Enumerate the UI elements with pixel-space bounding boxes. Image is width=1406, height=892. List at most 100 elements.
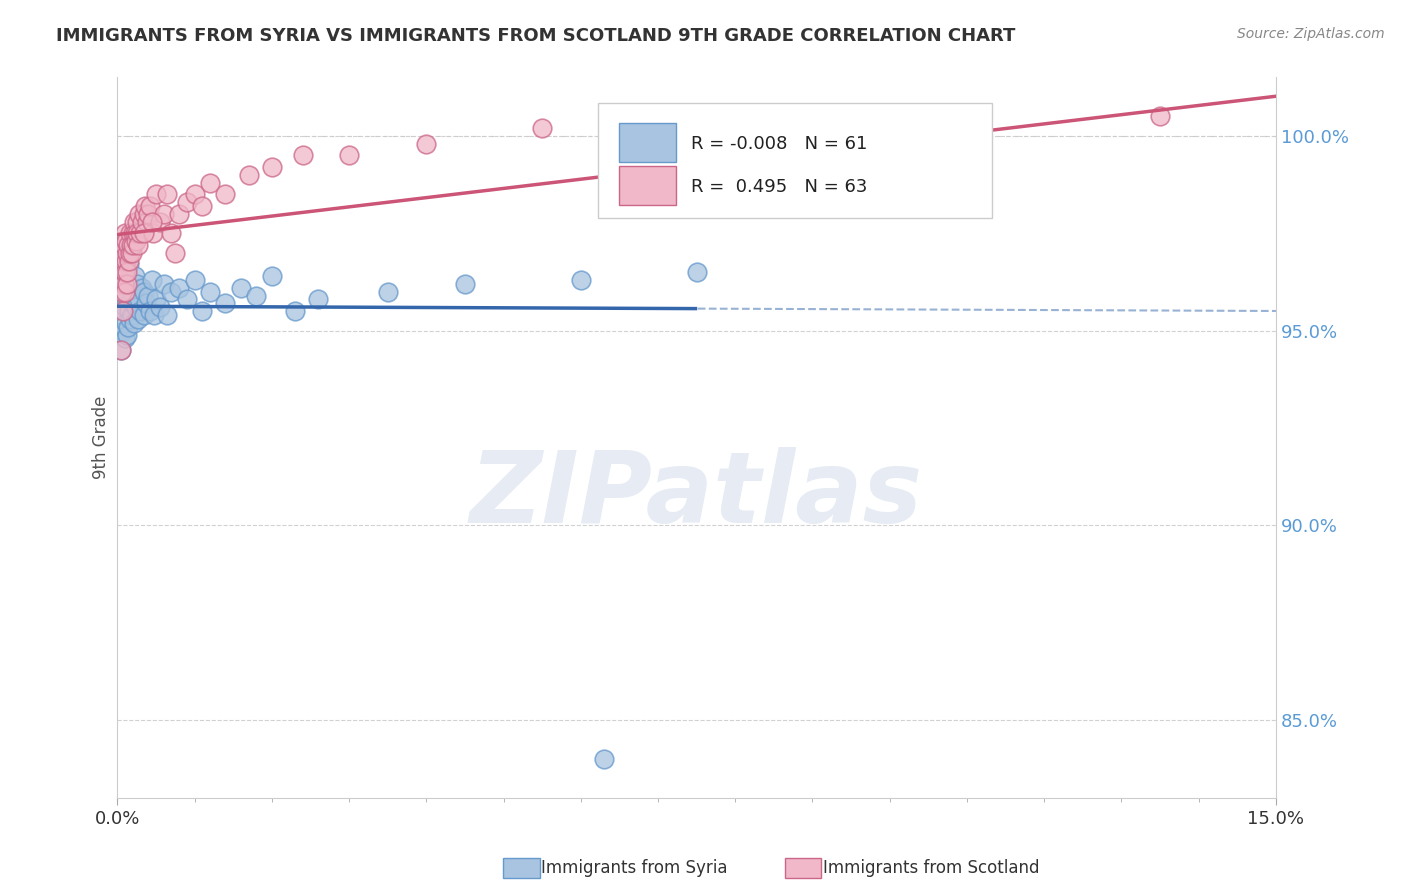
Point — [118, 253, 141, 268]
Point — [134, 199, 156, 213]
Point — [125, 234, 148, 248]
Point — [238, 168, 260, 182]
Point — [377, 285, 399, 299]
Point — [183, 273, 205, 287]
Point — [127, 238, 149, 252]
Point — [114, 253, 136, 268]
Point — [143, 308, 166, 322]
Point — [167, 207, 190, 221]
Point — [245, 288, 267, 302]
Point — [124, 269, 146, 284]
Point — [120, 227, 142, 241]
Point — [115, 293, 138, 307]
Text: R = -0.008   N = 61: R = -0.008 N = 61 — [690, 135, 868, 153]
Point — [176, 195, 198, 210]
Point — [114, 245, 136, 260]
Point — [165, 245, 187, 260]
Point — [110, 343, 132, 358]
Point — [112, 238, 135, 252]
Point — [111, 277, 134, 291]
FancyBboxPatch shape — [619, 123, 676, 161]
Point — [131, 214, 153, 228]
Point — [132, 308, 155, 322]
Point — [120, 238, 142, 252]
Text: Immigrants from Scotland: Immigrants from Scotland — [823, 859, 1039, 877]
FancyBboxPatch shape — [598, 103, 993, 218]
Point — [183, 187, 205, 202]
Point — [121, 285, 143, 299]
Point — [121, 227, 143, 241]
Point — [110, 343, 132, 358]
Point — [118, 304, 141, 318]
Point — [112, 253, 135, 268]
Point — [1149, 109, 1171, 123]
Point — [114, 234, 136, 248]
Point — [139, 199, 162, 213]
Point — [214, 187, 236, 202]
Point — [117, 319, 139, 334]
Point — [124, 227, 146, 241]
Point — [145, 293, 167, 307]
Point — [152, 277, 174, 291]
Y-axis label: 9th Grade: 9th Grade — [93, 396, 110, 480]
Point — [111, 265, 134, 279]
Point — [112, 277, 135, 291]
Point — [135, 214, 157, 228]
Point — [191, 199, 214, 213]
Text: R =  0.495   N = 63: R = 0.495 N = 63 — [690, 178, 868, 196]
Point — [114, 285, 136, 299]
Point — [127, 227, 149, 241]
Point — [337, 148, 360, 162]
Point — [115, 327, 138, 342]
Point — [112, 245, 135, 260]
Point — [569, 273, 592, 287]
Point — [114, 316, 136, 330]
Point — [685, 265, 707, 279]
Point — [111, 293, 134, 307]
Point — [142, 227, 165, 241]
Point — [122, 316, 145, 330]
Point — [112, 253, 135, 268]
Point — [114, 285, 136, 299]
Point — [454, 277, 477, 291]
Point — [160, 285, 183, 299]
Point — [118, 312, 141, 326]
Text: Immigrants from Syria: Immigrants from Syria — [541, 859, 728, 877]
Point — [122, 214, 145, 228]
Point — [112, 304, 135, 318]
Point — [160, 227, 183, 241]
Point — [111, 285, 134, 299]
Point — [115, 245, 138, 260]
Point — [134, 285, 156, 299]
Point — [125, 277, 148, 291]
Point — [121, 245, 143, 260]
Point — [115, 277, 138, 291]
Point — [167, 281, 190, 295]
Point — [156, 187, 179, 202]
Point — [122, 238, 145, 252]
Point — [131, 281, 153, 295]
Point — [149, 214, 172, 228]
Point — [762, 109, 785, 123]
Point — [291, 148, 314, 162]
Point — [260, 160, 283, 174]
Point — [112, 265, 135, 279]
Point — [135, 296, 157, 310]
Point — [114, 265, 136, 279]
Text: IMMIGRANTS FROM SYRIA VS IMMIGRANTS FROM SCOTLAND 9TH GRADE CORRELATION CHART: IMMIGRANTS FROM SYRIA VS IMMIGRANTS FROM… — [56, 27, 1015, 45]
Point — [214, 296, 236, 310]
Point — [117, 273, 139, 287]
Point — [125, 214, 148, 228]
Point — [647, 117, 669, 131]
Point — [415, 136, 437, 151]
Point — [114, 300, 136, 314]
Point — [120, 293, 142, 307]
Point — [121, 308, 143, 322]
Point — [141, 214, 163, 228]
Point — [917, 121, 939, 136]
Point — [128, 207, 150, 221]
Point — [129, 304, 152, 318]
Point — [198, 285, 221, 299]
Point — [118, 245, 141, 260]
Text: ZIPatlas: ZIPatlas — [470, 447, 924, 544]
